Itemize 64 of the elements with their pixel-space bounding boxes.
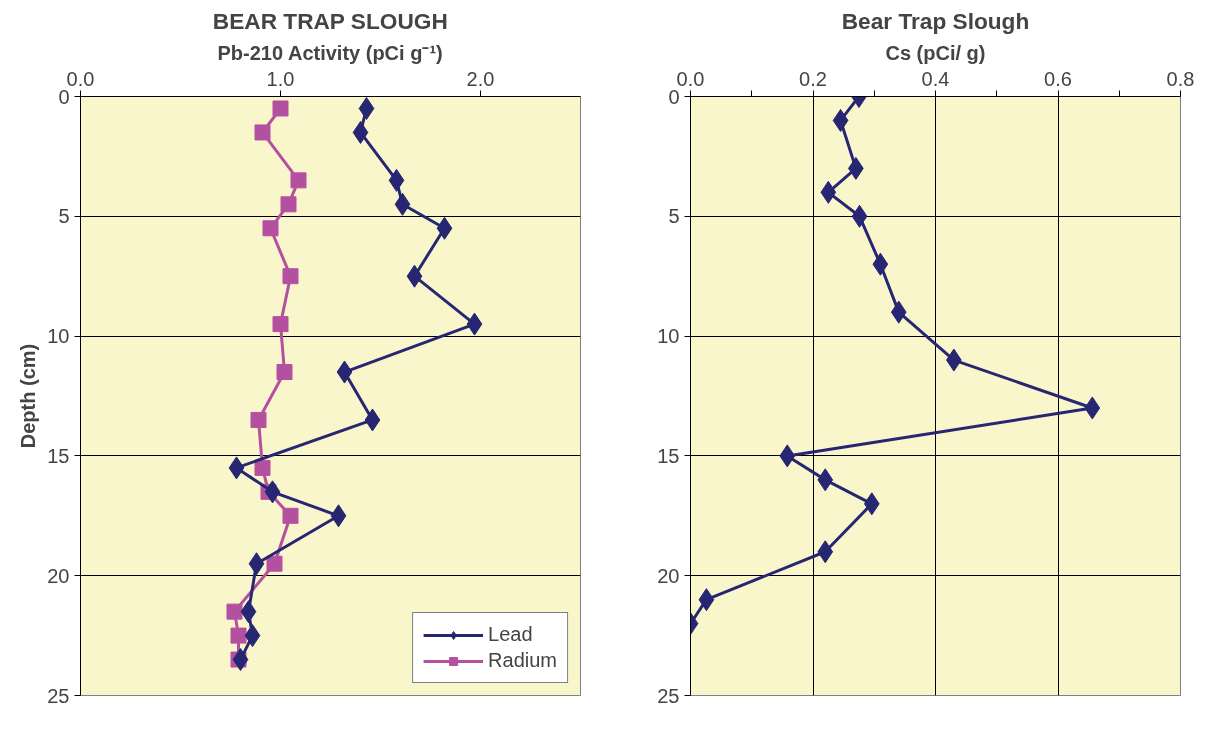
point xyxy=(282,507,299,524)
point xyxy=(280,196,297,213)
point xyxy=(290,172,307,189)
point xyxy=(817,468,834,492)
point xyxy=(406,264,423,288)
point xyxy=(698,588,715,612)
point xyxy=(820,180,837,204)
y-tick-label: 20 xyxy=(657,564,680,587)
x-tick-label: 0.2 xyxy=(799,67,827,90)
point xyxy=(466,312,483,336)
y-tick-label: 25 xyxy=(47,684,70,707)
point xyxy=(248,552,265,576)
point xyxy=(336,360,353,384)
x-tick-label: 0.6 xyxy=(1044,67,1072,90)
point xyxy=(779,444,796,468)
point xyxy=(364,408,381,432)
point xyxy=(890,300,907,324)
y-tick-label: 25 xyxy=(657,684,680,707)
y-tick-label: 5 xyxy=(668,205,680,228)
point xyxy=(250,411,267,428)
point xyxy=(872,252,889,276)
point xyxy=(254,124,271,141)
point xyxy=(394,192,411,216)
point xyxy=(244,624,261,648)
x-tick-label: 0.8 xyxy=(1166,67,1195,90)
legend-label: Radium xyxy=(488,649,557,672)
chart-title: Bear Trap Slough xyxy=(841,7,1030,34)
point xyxy=(262,220,279,237)
point xyxy=(817,540,834,564)
point xyxy=(240,600,257,624)
y-tick-label: 15 xyxy=(47,444,70,467)
y-tick-label: 10 xyxy=(47,325,70,348)
y-tick-label: 10 xyxy=(657,325,680,348)
point xyxy=(436,216,453,240)
point xyxy=(352,120,369,144)
point xyxy=(832,108,849,132)
legend-label: Lead xyxy=(488,623,533,646)
point xyxy=(1084,396,1101,420)
x-axis-title: Pb-210 Activity (pCi g⁻¹) xyxy=(217,41,443,64)
point xyxy=(282,268,299,285)
point xyxy=(232,648,249,672)
point xyxy=(851,204,868,228)
point xyxy=(226,603,243,620)
x-tick-label: 0.4 xyxy=(921,67,950,90)
point xyxy=(330,504,347,528)
x-tick-label: 2.0 xyxy=(466,67,495,90)
point xyxy=(276,364,293,381)
x-tick-label: 1.0 xyxy=(266,67,295,90)
point xyxy=(230,627,247,644)
point xyxy=(228,456,245,480)
point xyxy=(254,459,271,476)
point xyxy=(388,168,405,192)
y-tick-label: 20 xyxy=(47,564,70,587)
point xyxy=(272,100,289,117)
y-tick-label: 5 xyxy=(58,205,70,228)
x-axis-title: Cs (pCi/ g) xyxy=(885,41,986,64)
point xyxy=(863,492,880,516)
y-axis-title: Depth (cm) xyxy=(17,343,40,449)
point xyxy=(266,555,283,572)
point xyxy=(272,316,289,333)
chart-title: BEAR TRAP SLOUGH xyxy=(212,7,448,34)
y-tick-label: 15 xyxy=(657,444,680,467)
point xyxy=(358,96,375,120)
point xyxy=(264,480,281,504)
